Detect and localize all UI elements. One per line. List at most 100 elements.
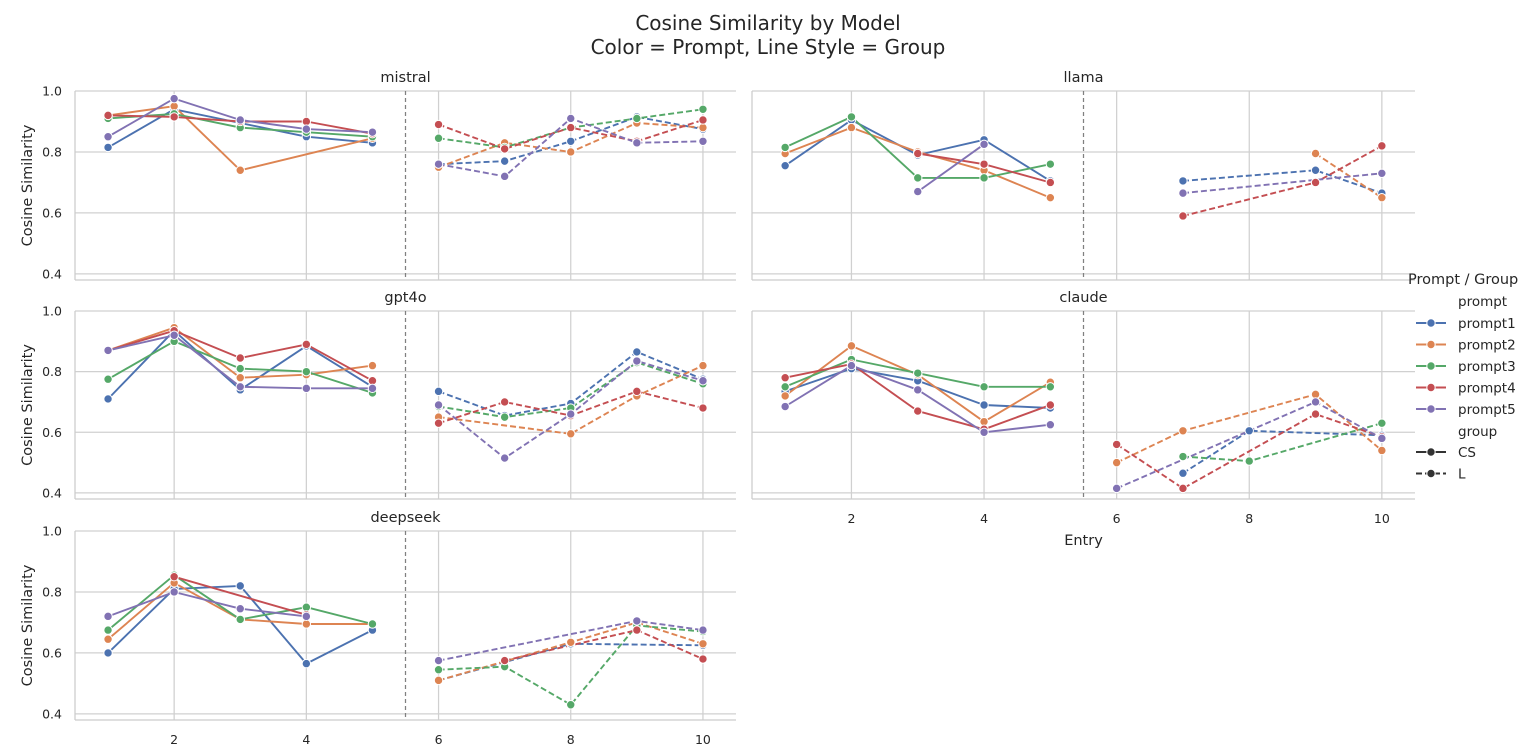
data-point-prompt2	[566, 637, 576, 647]
data-point-prompt2	[1111, 457, 1122, 468]
data-point-prompt3	[913, 368, 923, 378]
data-point-prompt1	[1244, 426, 1254, 436]
data-point-prompt2	[1045, 192, 1056, 203]
series-line-prompt4-L	[1182, 145, 1383, 217]
y-tick-label: 1.0	[42, 524, 62, 539]
data-point-prompt3	[979, 173, 989, 183]
legend-marker-prompt1	[1426, 318, 1436, 328]
data-point-prompt4	[169, 112, 179, 122]
data-point-prompt1	[433, 386, 444, 397]
data-point-prompt2	[235, 373, 245, 383]
legend-label-L: L	[1458, 467, 1466, 483]
data-point-prompt1	[979, 400, 989, 410]
series-line-prompt4-L	[1116, 413, 1383, 490]
y-tick-label: 1.0	[42, 84, 62, 99]
data-point-prompt5	[632, 138, 642, 148]
data-point-prompt4	[499, 144, 510, 154]
x-tick-label: 4	[980, 511, 988, 526]
data-point-prompt5	[367, 383, 378, 394]
data-point-prompt2	[780, 391, 790, 401]
data-point-prompt5	[1178, 188, 1188, 198]
series-line-prompt5-CS	[107, 591, 307, 618]
series-line-prompt5-L	[1182, 172, 1382, 195]
data-point-prompt4	[1178, 211, 1188, 221]
data-point-prompt5	[1377, 168, 1387, 179]
data-point-prompt4	[103, 110, 113, 121]
legend-prompt-header: prompt	[1458, 294, 1507, 310]
data-point-prompt2	[367, 360, 378, 371]
panel-title: deepseek	[370, 510, 441, 526]
data-point-prompt4	[1310, 177, 1321, 188]
panel-title: claude	[1059, 290, 1107, 306]
data-point-prompt3	[499, 412, 510, 422]
data-point-prompt5	[979, 139, 989, 150]
data-point-prompt4	[698, 654, 708, 664]
data-point-prompt5	[566, 409, 576, 419]
data-point-prompt5	[103, 611, 113, 622]
data-point-prompt2	[1178, 426, 1188, 436]
data-point-prompt3	[433, 665, 444, 675]
data-point-prompt4	[433, 119, 444, 130]
series-line-prompt2-L	[438, 364, 704, 435]
data-point-prompt4	[1111, 439, 1122, 450]
data-point-prompt3	[632, 113, 642, 124]
data-point-prompt3	[979, 382, 989, 392]
y-tick-label: 0.8	[42, 364, 62, 379]
legend-label-prompt2: prompt2	[1458, 338, 1516, 354]
data-point-prompt2	[698, 360, 708, 371]
data-point-prompt3	[846, 112, 857, 122]
data-point-prompt3	[780, 142, 790, 153]
x-tick-label: 8	[1245, 511, 1253, 526]
data-point-prompt5	[1045, 420, 1056, 430]
data-point-prompt4	[499, 397, 510, 407]
data-point-prompt4	[169, 572, 179, 582]
x-tick-label: 10	[695, 732, 711, 747]
data-point-prompt5	[433, 400, 444, 410]
data-point-prompt5	[698, 376, 708, 386]
panel-llama: llama	[751, 70, 1415, 281]
legend-marker-L	[1426, 468, 1436, 479]
data-point-prompt1	[566, 136, 576, 146]
data-point-prompt5	[780, 401, 790, 412]
data-point-prompt5	[235, 604, 245, 614]
panel-mistral: mistral 0.4 0.6 0.8 1.0 Cosine Similarity	[20, 70, 736, 281]
data-point-prompt2	[1377, 445, 1387, 456]
data-point-prompt4	[913, 148, 923, 159]
y-tick-label: 0.6	[42, 205, 62, 220]
series-line-prompt4-CS	[173, 575, 307, 616]
legend-marker-prompt3	[1426, 361, 1436, 371]
data-point-prompt3	[235, 363, 245, 374]
data-point-prompt2	[566, 147, 576, 157]
data-point-prompt1	[1178, 468, 1188, 478]
data-point-prompt5	[103, 345, 113, 356]
legend-marker-CS	[1426, 447, 1436, 457]
data-point-prompt5	[103, 132, 113, 142]
data-point-prompt5	[235, 382, 245, 392]
data-point-prompt5	[979, 427, 989, 437]
x-axis-label: Entry	[1064, 533, 1103, 549]
data-point-prompt2	[566, 429, 576, 439]
data-point-prompt5	[698, 625, 708, 635]
data-point-prompt1	[103, 394, 113, 404]
legend-marker-prompt5	[1426, 404, 1436, 414]
data-point-prompt1	[103, 142, 113, 153]
data-point-prompt4	[1310, 409, 1321, 419]
data-point-prompt5	[169, 330, 179, 340]
x-tick-label: 10	[1374, 511, 1390, 526]
data-point-prompt1	[301, 658, 312, 669]
y-tick-label: 0.4	[42, 706, 62, 721]
data-point-prompt1	[235, 581, 245, 591]
data-point-prompt5	[235, 115, 245, 125]
data-point-prompt4	[499, 655, 510, 666]
data-point-prompt3	[367, 619, 378, 629]
data-point-prompt1	[1310, 165, 1321, 175]
data-point-prompt3	[433, 133, 444, 143]
data-point-prompt3	[566, 700, 576, 710]
legend-label-prompt3: prompt3	[1458, 359, 1516, 375]
data-point-prompt5	[1310, 397, 1321, 407]
series-line-prompt1-L	[1182, 429, 1382, 475]
data-point-prompt4	[632, 625, 642, 635]
data-point-prompt5	[499, 453, 510, 463]
legend-label-CS: CS	[1458, 445, 1476, 461]
